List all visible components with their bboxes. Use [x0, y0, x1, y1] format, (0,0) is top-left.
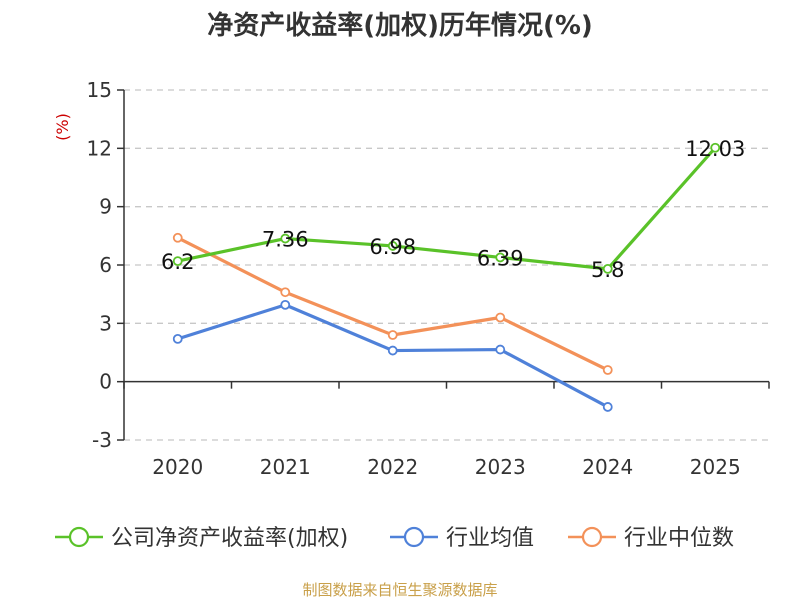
y-tick-label: 3 [99, 311, 112, 335]
series-line-0 [177, 146, 717, 271]
legend-item-2[interactable]: 行业中位数 [568, 526, 734, 551]
data-label: 6.2 [161, 250, 194, 274]
series-2-point[interactable] [172, 232, 183, 243]
series-2-point[interactable] [495, 312, 506, 323]
data-label: 6.98 [369, 235, 416, 259]
series-line-1 [177, 303, 609, 409]
series-1-point[interactable] [602, 402, 613, 412]
legend-item-1[interactable]: 行业均值 [390, 526, 534, 551]
x-tick-label-2021: 2021 [260, 455, 311, 479]
series-0-point[interactable] [387, 241, 398, 251]
series-1-point[interactable] [495, 344, 506, 355]
y-tick-label: 15 [87, 78, 112, 102]
x-tick-label-2024: 2024 [582, 455, 633, 479]
series-1-point[interactable] [280, 299, 291, 310]
series-2-point[interactable] [602, 365, 613, 375]
legend[interactable]: 公司净资产收益率(加权) 行业均值 行业中位数 [55, 526, 734, 551]
series-1-point[interactable] [172, 333, 183, 344]
x-tick-label-2020: 2020 [152, 455, 203, 479]
data-label: 6.39 [477, 246, 524, 270]
legend-label: 行业均值 [446, 526, 534, 551]
series-1-point[interactable] [387, 345, 398, 356]
y-tick-label: 6 [99, 253, 112, 277]
series-group [172, 142, 721, 412]
chart-title: 净资产收益率(加权)历年情况(%) [207, 10, 593, 41]
legend-marker [581, 526, 603, 548]
data-labels: 6.2 7.36 6.98 6.39 5.8 12.03 [161, 137, 745, 282]
axes: -3 0 3 6 9 12 15 2020 2021 2022 2023 2024 2025 [87, 78, 770, 479]
y-tick-label: 9 [99, 195, 112, 219]
source-note: 制图数据来自恒生聚源数据库 [302, 581, 497, 599]
legend-marker [68, 526, 90, 548]
x-tick-label-2023: 2023 [475, 455, 526, 479]
y-tick-label: 0 [99, 370, 112, 394]
series-0-point[interactable] [495, 252, 506, 263]
y-tick-label: 12 [87, 136, 112, 160]
legend-label: 行业中位数 [624, 526, 734, 551]
x-tick-label-2025: 2025 [690, 455, 741, 479]
y-tick-label: -3 [92, 428, 112, 452]
grid-lines [124, 89, 769, 441]
series-2-point[interactable] [387, 330, 398, 340]
data-label: 12.03 [685, 137, 745, 161]
data-label: 7.36 [262, 228, 309, 252]
series-0-point[interactable] [172, 256, 183, 267]
series-0-point[interactable] [710, 142, 721, 153]
y-axis-unit: (%) [53, 113, 72, 141]
x-tick-label-2022: 2022 [367, 455, 418, 479]
legend-item-0[interactable]: 公司净资产收益率(加权) [55, 526, 348, 551]
legend-marker [403, 526, 425, 548]
series-2-point[interactable] [280, 287, 291, 298]
series-0-point[interactable] [602, 263, 613, 274]
data-label: 5.8 [591, 258, 624, 282]
legend-label: 公司净资产收益率(加权) [111, 526, 348, 551]
series-0-point[interactable] [280, 233, 291, 244]
